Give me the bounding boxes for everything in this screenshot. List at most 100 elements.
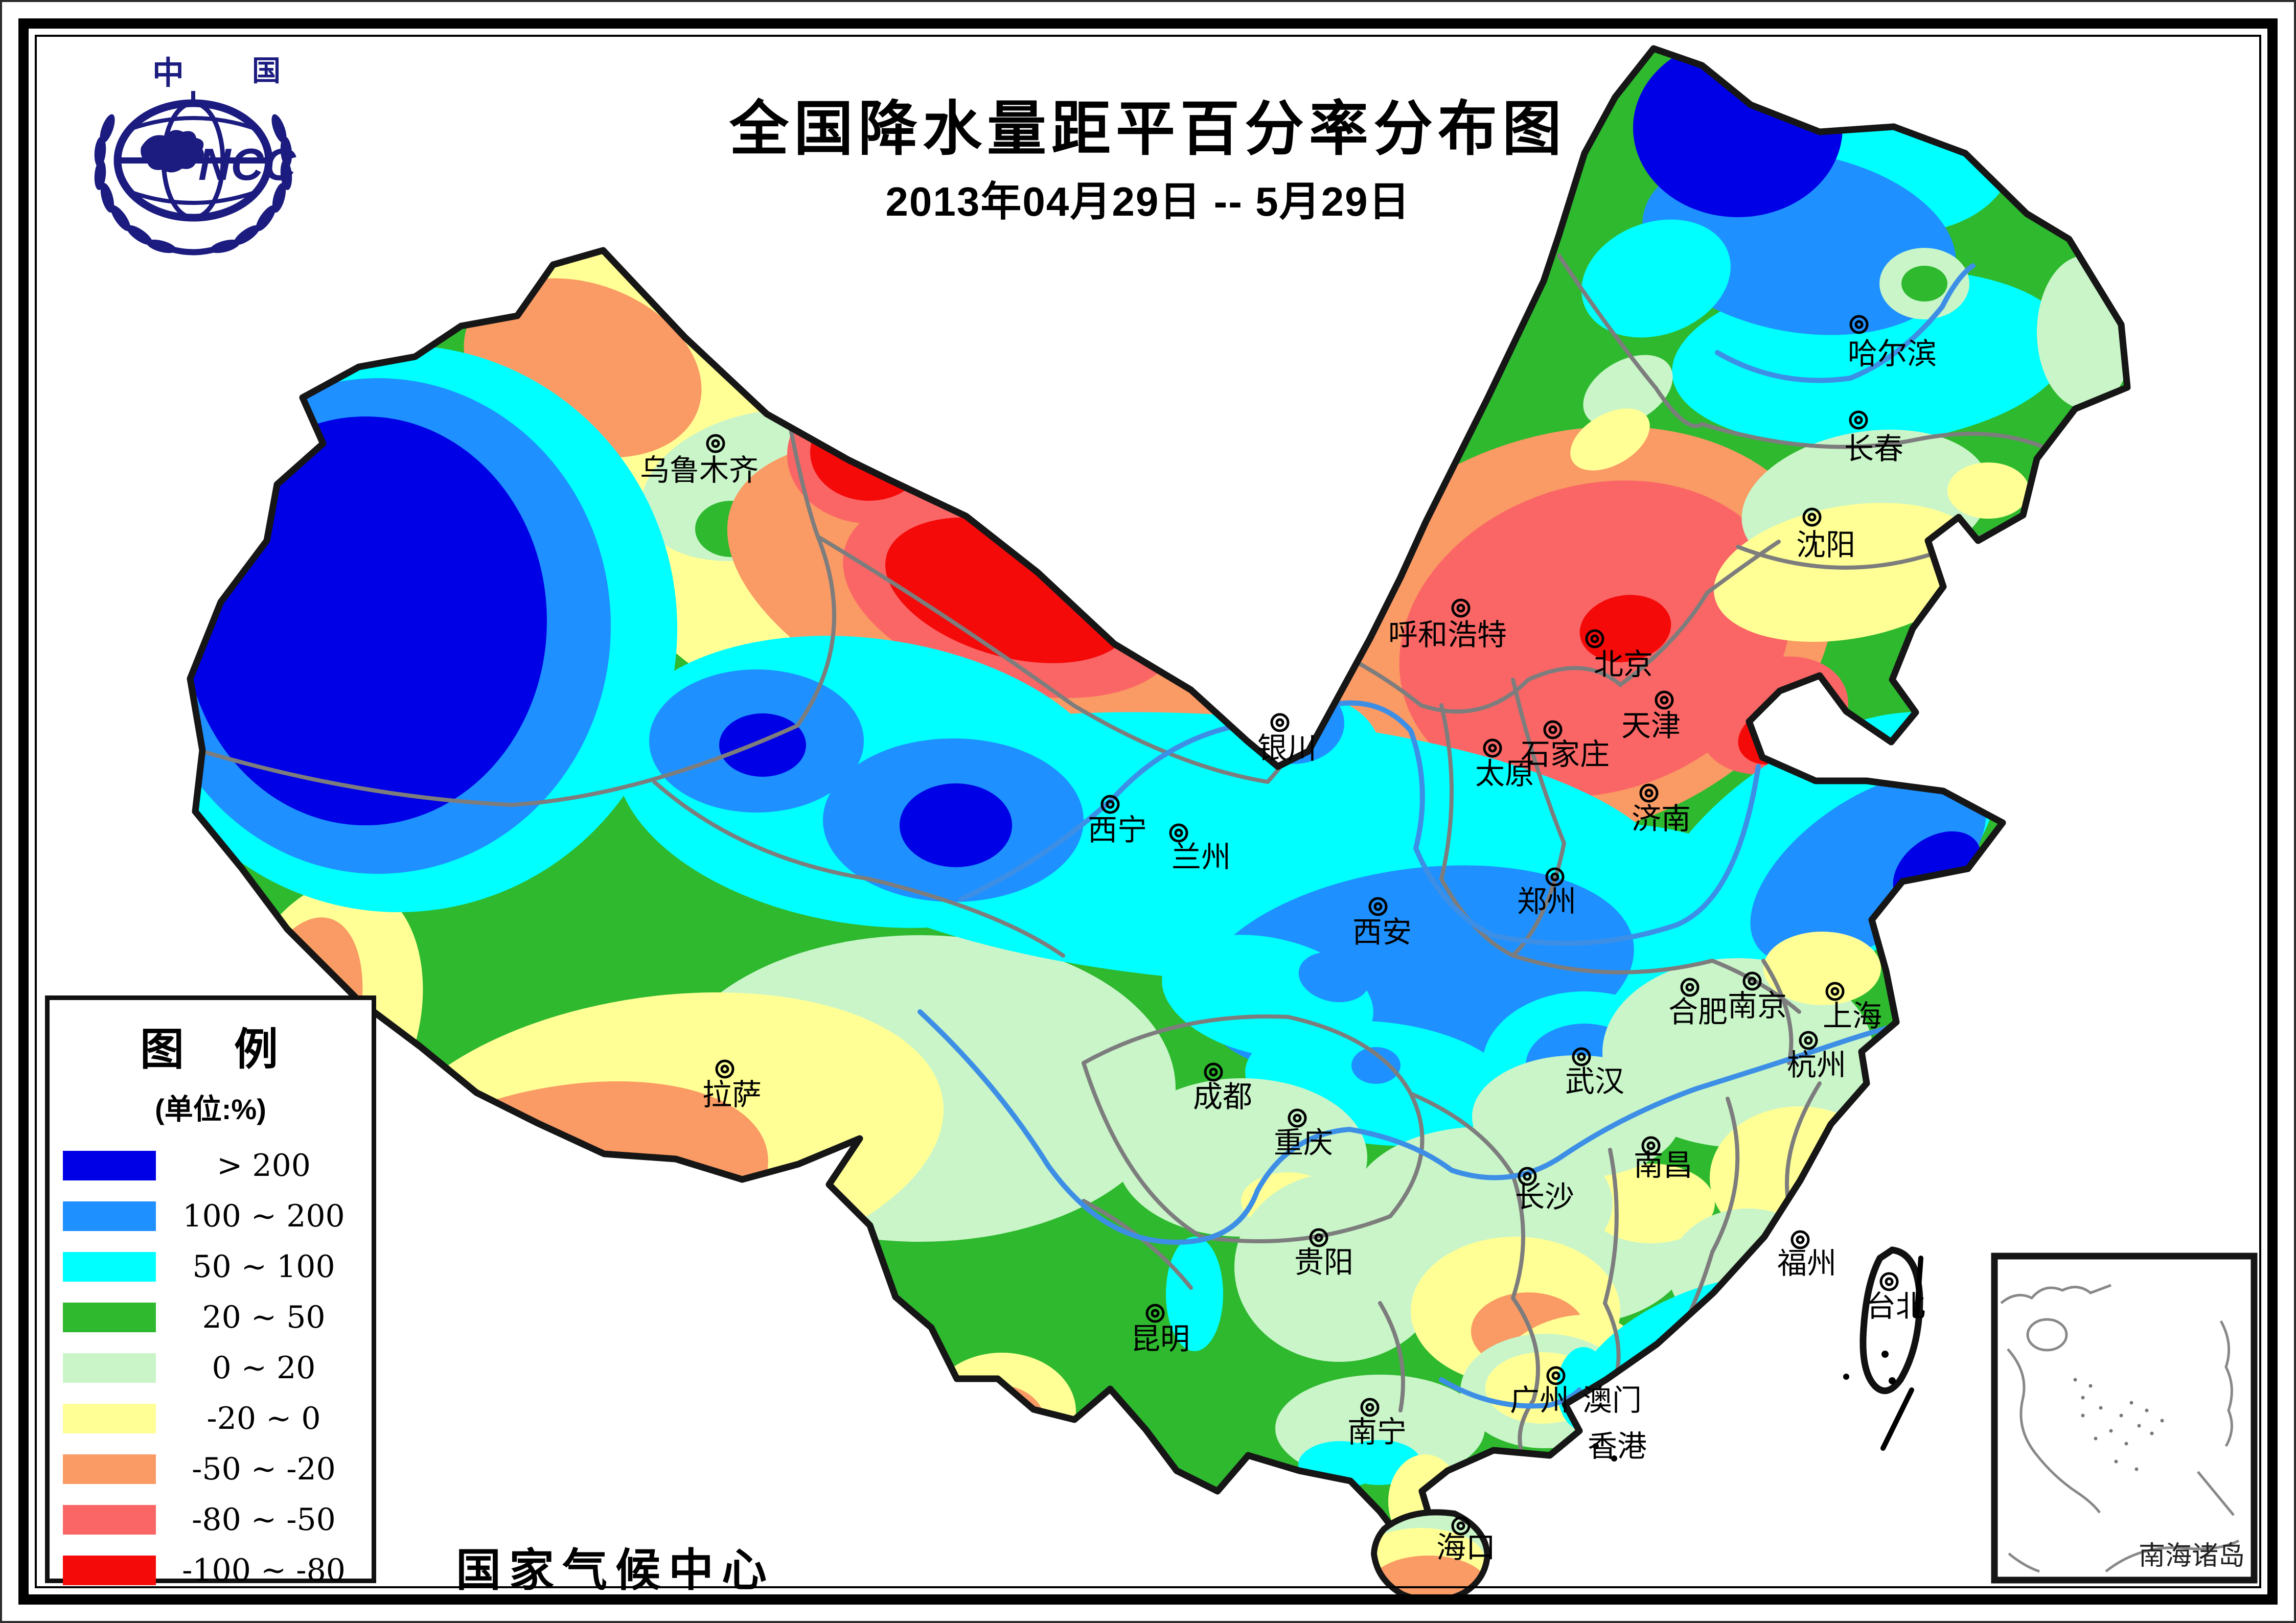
city-marker-icon-inner bbox=[1373, 902, 1383, 911]
city-marker-icon-inner bbox=[711, 439, 720, 448]
legend-row-2: 50 ~ 100 bbox=[50, 1241, 372, 1292]
legend-row-8: -100 ~ -80 bbox=[50, 1545, 372, 1595]
city-marker-icon-inner bbox=[1551, 1371, 1560, 1380]
city-太原: 太原 bbox=[1475, 738, 1534, 791]
legend-title: 图 例 bbox=[140, 1025, 281, 1074]
city-拉萨: 拉萨 bbox=[702, 1059, 762, 1111]
city-marker-icon bbox=[1879, 1272, 1899, 1291]
city-北京: 北京 bbox=[1585, 629, 1653, 681]
city-marker-icon-inner bbox=[1548, 725, 1557, 734]
city-昆明: 昆明 bbox=[1131, 1304, 1190, 1356]
city-label: 贵阳 bbox=[1294, 1246, 1353, 1279]
maritime-boundary-dashes bbox=[1880, 1256, 1923, 1451]
legend-range-label: > 200 bbox=[217, 1147, 311, 1184]
legend-row-3: 20 ~ 50 bbox=[50, 1292, 372, 1342]
city-marker-icon bbox=[1100, 795, 1120, 814]
city-label: 济南 bbox=[1632, 802, 1691, 836]
city-西安: 西安 bbox=[1352, 897, 1412, 949]
page-subtitle: 2013年04月29日 -- 5月29日 bbox=[885, 179, 1411, 224]
city-重庆: 重庆 bbox=[1274, 1108, 1333, 1160]
city-哈尔滨: 哈尔滨 bbox=[1848, 315, 1937, 370]
city-label: 沈阳 bbox=[1796, 528, 1855, 562]
city-海口: 海口 bbox=[1436, 1516, 1496, 1564]
legend-row-4: 0 ~ 20 bbox=[50, 1342, 372, 1393]
city-marker-icon bbox=[1169, 823, 1188, 843]
small-islands bbox=[1593, 1351, 1896, 1462]
city-marker-icon-inner bbox=[1660, 695, 1669, 705]
legend-range-label: 100 ~ 200 bbox=[182, 1198, 345, 1234]
city-label: 西宁 bbox=[1088, 814, 1147, 847]
city-长春: 长春 bbox=[1844, 410, 1903, 466]
city-label: 北京 bbox=[1594, 648, 1653, 681]
city-label: 海口 bbox=[1436, 1531, 1496, 1564]
legend-swatch bbox=[63, 1251, 156, 1282]
logo-globe bbox=[113, 91, 273, 222]
south-china-sea-inset: 南海诸岛 bbox=[1991, 1253, 2258, 1584]
city-marker-icon bbox=[1825, 982, 1845, 1001]
city-marker-icon-inner bbox=[1106, 800, 1115, 809]
city-marker-icon bbox=[715, 1059, 734, 1079]
city-上海: 上海 bbox=[1823, 982, 1882, 1033]
city-label: 银川 bbox=[1257, 732, 1317, 765]
legend-range-label: 0 ~ 20 bbox=[212, 1350, 316, 1386]
city-杭州: 杭州 bbox=[1787, 1031, 1846, 1082]
city-南昌: 南昌 bbox=[1634, 1136, 1693, 1182]
city-marker-icon-inner bbox=[1590, 634, 1599, 643]
city-marker-icon bbox=[1572, 1047, 1591, 1066]
city-label: 香港 bbox=[1588, 1430, 1647, 1463]
ncc-logo: 中 国 NCC bbox=[94, 55, 296, 256]
city-成都: 成都 bbox=[1193, 1062, 1252, 1114]
legend-swatch bbox=[63, 1555, 156, 1585]
inset-coastlines bbox=[2000, 1284, 2240, 1573]
rivers bbox=[917, 263, 1976, 1409]
city-marker-icon bbox=[1655, 690, 1674, 710]
city-label: 澳门 bbox=[1582, 1384, 1642, 1417]
city-marker-icon-inner bbox=[1854, 415, 1863, 425]
city-marker-icon bbox=[1639, 783, 1659, 803]
legend-row-0: > 200 bbox=[50, 1140, 372, 1191]
city-marker-icon-inner bbox=[1151, 1309, 1160, 1318]
city-乌鲁木齐: 乌鲁木齐 bbox=[640, 434, 759, 487]
city-marker-icon-inner bbox=[1804, 1036, 1813, 1045]
city-label: 南宁 bbox=[1347, 1416, 1407, 1449]
city-长沙: 长沙 bbox=[1515, 1167, 1574, 1214]
city-marker-icon-inner bbox=[1685, 983, 1694, 992]
city-label: 广州 bbox=[1510, 1384, 1569, 1417]
city-marker-icon bbox=[706, 434, 725, 453]
city-澳门: 澳门 bbox=[1582, 1384, 1642, 1417]
logo-char-right: 国 bbox=[252, 55, 281, 87]
legend-row-1: 100 ~ 200 bbox=[50, 1191, 372, 1241]
city-济南: 济南 bbox=[1632, 783, 1691, 836]
city-银川: 银川 bbox=[1257, 713, 1317, 765]
city-marker-icon-inner bbox=[1830, 987, 1840, 996]
city-label: 南京 bbox=[1728, 989, 1787, 1023]
legend-swatch bbox=[63, 1454, 156, 1484]
city-marker-icon bbox=[1585, 629, 1604, 648]
legend-rows: > 200 100 ~ 200 50 ~ 100 20 ~ 50 0 ~ 20 -20 ~… bbox=[50, 1140, 372, 1595]
city-marker-icon bbox=[1360, 1398, 1380, 1417]
city-marker-icon-inner bbox=[1644, 789, 1654, 798]
city-天津: 天津 bbox=[1621, 690, 1681, 743]
city-marker-icon-inner bbox=[1314, 1233, 1323, 1242]
city-marker-icon-inner bbox=[1796, 1235, 1805, 1244]
logo-wreath bbox=[94, 114, 292, 253]
legend-swatch bbox=[63, 1353, 156, 1383]
city-marker-icon bbox=[1790, 1230, 1810, 1249]
legend-range-label: 50 ~ 100 bbox=[192, 1248, 335, 1285]
legend-swatch bbox=[63, 1302, 156, 1332]
legend-swatch bbox=[63, 1504, 156, 1535]
city-marker-icon bbox=[1451, 598, 1471, 618]
legend-unit: (单位:%) bbox=[155, 1093, 266, 1125]
city-marker-icon bbox=[1543, 720, 1563, 739]
city-marker-icon bbox=[1849, 410, 1868, 430]
city-marker-icon bbox=[1545, 867, 1565, 887]
city-marker-icon-inner bbox=[1854, 320, 1864, 329]
city-label: 长春 bbox=[1844, 432, 1903, 466]
city-label: 天津 bbox=[1621, 709, 1681, 743]
city-label: 哈尔滨 bbox=[1848, 337, 1937, 370]
city-沈阳: 沈阳 bbox=[1796, 507, 1855, 562]
city-南京: 南京 bbox=[1728, 971, 1787, 1023]
inset-label: 南海诸岛 bbox=[2139, 1541, 2245, 1571]
